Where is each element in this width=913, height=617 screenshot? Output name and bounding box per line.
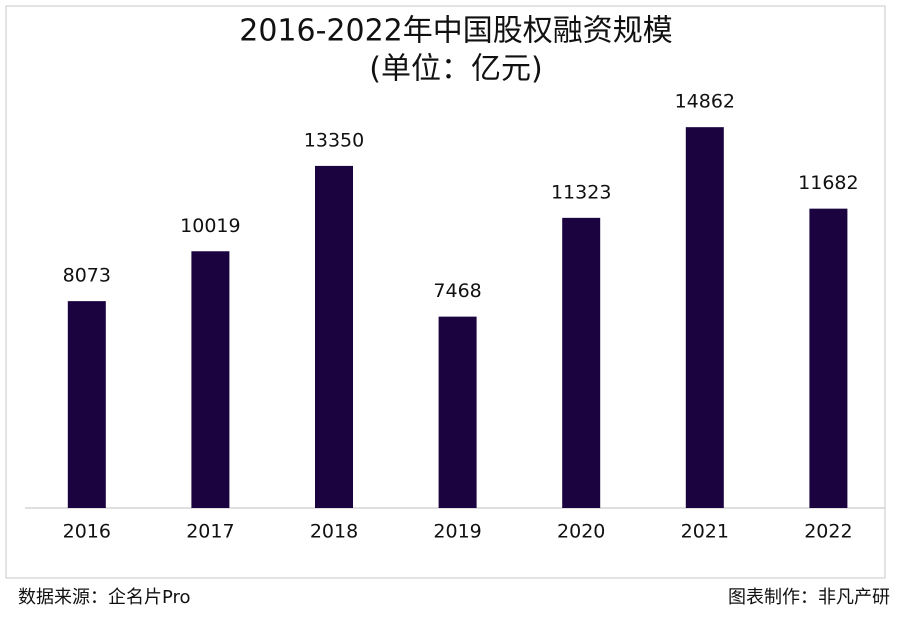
bar	[685, 127, 724, 508]
value-label: 13350	[304, 129, 364, 151]
x-tick-label: 2022	[804, 521, 852, 543]
bar	[809, 208, 848, 508]
bar	[562, 217, 601, 508]
value-label: 11323	[551, 181, 611, 203]
value-label: 14862	[675, 91, 735, 113]
credit-note: 图表制作：非凡产研	[728, 587, 890, 608]
chart-title: 2016-2022年中国股权融资规模	[239, 14, 673, 49]
x-tick-label: 2019	[433, 521, 481, 543]
value-label: 10019	[180, 215, 240, 237]
bar	[438, 316, 477, 508]
value-label: 8073	[63, 265, 111, 287]
x-tick-label: 2021	[681, 521, 729, 543]
value-label: 11682	[798, 172, 858, 194]
x-tick-label: 2020	[557, 521, 605, 543]
bar	[67, 301, 106, 508]
bar	[315, 165, 353, 508]
x-tick-label: 2018	[310, 521, 358, 543]
bar	[191, 251, 230, 508]
x-tick-label: 2017	[186, 521, 234, 543]
source-note: 数据来源：企名片Pro	[18, 587, 191, 608]
value-label: 7468	[433, 280, 481, 302]
x-tick-label: 2016	[63, 521, 111, 543]
chart-subtitle: (单位：亿元)	[369, 52, 542, 87]
